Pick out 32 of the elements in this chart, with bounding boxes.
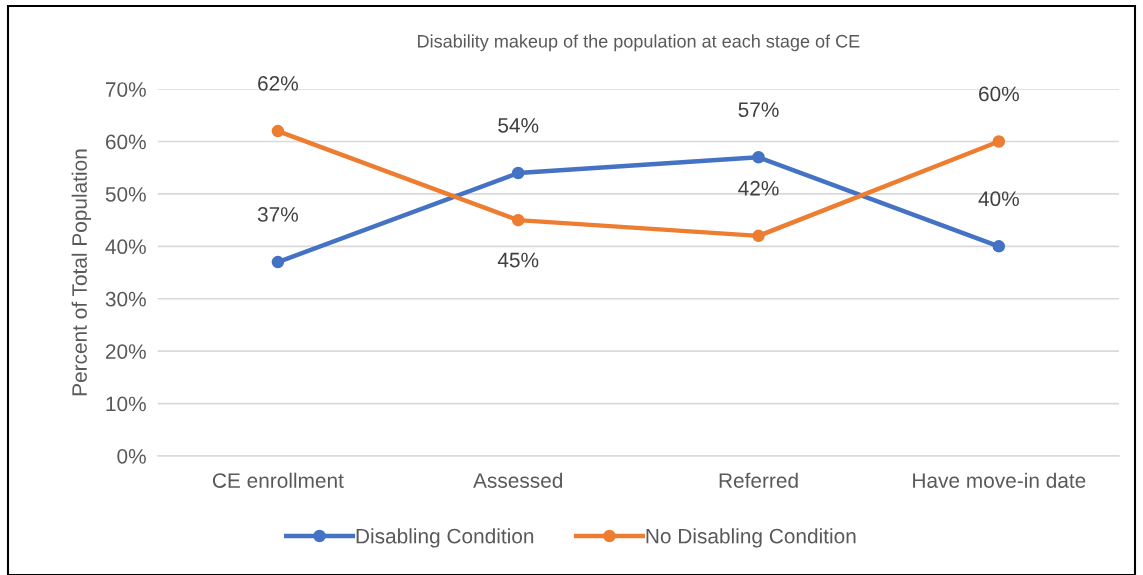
point xyxy=(752,229,765,243)
y-tick-label: 30% xyxy=(105,291,146,307)
y-tick-label: 10% xyxy=(106,396,146,412)
data-label: 40% xyxy=(978,191,1019,207)
data-label: 42% xyxy=(738,180,779,196)
data-label: 62% xyxy=(258,76,298,91)
data-label: 37% xyxy=(257,207,298,222)
data-label: 54% xyxy=(498,118,539,133)
data-label: 60% xyxy=(979,86,1019,102)
point xyxy=(511,166,525,180)
x-tick-label: CE enrollment xyxy=(212,472,344,488)
y-tick-label: 50% xyxy=(105,186,146,202)
y-axis-title: Percent of Total Population xyxy=(71,149,92,396)
point xyxy=(992,240,1006,253)
y-tick-label: 60% xyxy=(105,134,146,150)
x-tick-label: Have move-in date xyxy=(913,472,1086,488)
point xyxy=(992,135,1006,148)
point xyxy=(752,151,765,164)
y-tick-label: 0% xyxy=(117,448,146,464)
chart-title: Disability makeup of the population at each stage of CE xyxy=(418,34,860,52)
data-label: 57% xyxy=(738,102,779,118)
data-label: 45% xyxy=(497,252,539,268)
y-tick-label: 40% xyxy=(105,239,146,255)
y-tick-label: 70% xyxy=(105,82,146,97)
point xyxy=(271,255,285,269)
legend-label: Disabling Condition xyxy=(356,528,534,548)
point xyxy=(271,124,285,138)
point xyxy=(511,213,525,227)
x-tick-label: Referred xyxy=(719,472,798,488)
legend-label: No Disabling Condition xyxy=(646,528,856,548)
y-tick-label: 20% xyxy=(105,344,146,359)
x-tick-label: Assessed xyxy=(473,472,563,488)
